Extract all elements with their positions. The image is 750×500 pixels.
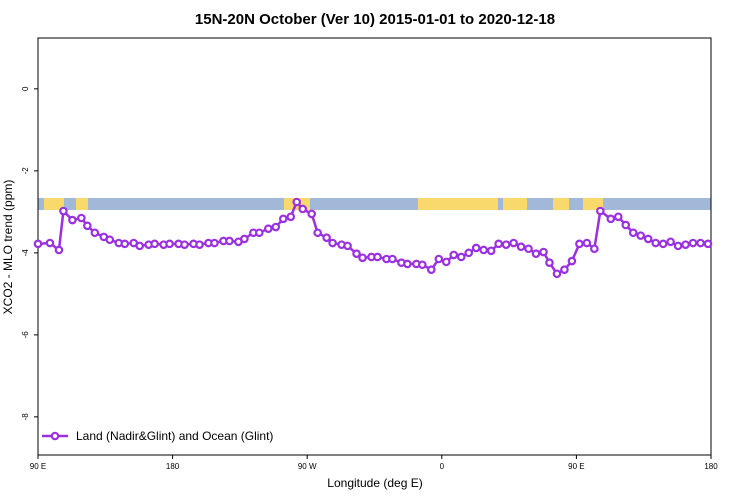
point xyxy=(567,256,577,266)
point xyxy=(434,254,444,264)
x-tick-label: 90 E xyxy=(30,462,46,471)
point xyxy=(636,231,646,240)
point xyxy=(240,234,249,244)
point xyxy=(105,235,115,245)
point xyxy=(531,249,541,258)
series-line xyxy=(37,199,709,276)
x-tick-label: 90 W xyxy=(298,462,317,471)
point xyxy=(552,269,562,279)
point xyxy=(286,212,296,222)
point xyxy=(343,241,352,251)
point xyxy=(271,222,281,232)
point xyxy=(403,259,412,269)
point xyxy=(418,260,427,270)
point xyxy=(264,224,273,233)
legend-marker xyxy=(50,431,60,441)
point xyxy=(358,253,367,263)
point xyxy=(255,228,264,238)
point xyxy=(464,248,474,258)
point xyxy=(666,237,675,247)
point xyxy=(471,243,481,253)
point xyxy=(509,238,518,248)
point xyxy=(696,238,705,248)
point xyxy=(516,242,526,252)
point xyxy=(90,228,100,238)
point xyxy=(373,252,382,262)
point xyxy=(352,249,361,258)
point xyxy=(225,236,234,246)
point xyxy=(195,240,204,249)
point xyxy=(322,233,331,242)
x-tick-label: 180 xyxy=(166,462,180,471)
point xyxy=(427,265,436,274)
point xyxy=(77,213,86,223)
point xyxy=(651,238,660,248)
point xyxy=(449,250,459,260)
point xyxy=(180,240,189,249)
point xyxy=(298,204,308,214)
point xyxy=(628,228,638,238)
point xyxy=(486,246,496,256)
y-tick-label: -6 xyxy=(21,331,30,339)
chart-title: 15N-20N October (Ver 10) 2015-01-01 to 2… xyxy=(195,11,555,28)
point xyxy=(479,245,488,255)
point xyxy=(441,257,451,267)
point xyxy=(328,238,337,248)
point xyxy=(613,212,623,222)
point xyxy=(596,206,605,216)
point xyxy=(59,206,68,216)
point xyxy=(210,238,219,248)
point xyxy=(456,252,466,262)
point xyxy=(135,241,144,251)
point xyxy=(590,244,599,254)
point xyxy=(681,240,690,249)
point xyxy=(501,240,511,249)
x-tick-label: 90 E xyxy=(568,462,584,471)
point xyxy=(621,220,631,230)
y-tick-label: -2 xyxy=(21,167,30,175)
x-tick-label: 180 xyxy=(704,462,718,471)
point xyxy=(673,241,683,251)
y-tick-label: -4 xyxy=(21,249,30,257)
point xyxy=(165,239,174,249)
y-tick-label: 0 xyxy=(21,86,30,91)
point xyxy=(688,238,698,248)
point xyxy=(120,239,130,249)
point xyxy=(606,214,616,224)
point xyxy=(658,239,668,249)
point xyxy=(494,239,503,249)
map-strip xyxy=(38,198,711,210)
point xyxy=(83,221,92,231)
point xyxy=(582,238,592,248)
point xyxy=(150,239,159,249)
point xyxy=(545,258,554,267)
point xyxy=(560,265,569,274)
x-axis-label: Longitude (deg E) xyxy=(327,476,422,490)
legend-label: Land (Nadir&Glint) and Ocean (Glint) xyxy=(76,429,273,443)
point xyxy=(388,254,397,264)
point xyxy=(643,234,653,244)
point xyxy=(575,239,584,249)
point xyxy=(45,238,55,248)
point xyxy=(33,239,43,249)
point xyxy=(278,214,288,224)
point xyxy=(524,244,533,254)
point xyxy=(68,215,77,225)
point xyxy=(313,228,322,238)
x-tick-label: 0 xyxy=(440,462,445,471)
point xyxy=(292,197,302,207)
point xyxy=(703,239,713,249)
y-tick-label: -8 xyxy=(21,413,30,421)
point xyxy=(54,245,64,255)
point xyxy=(307,209,316,219)
y-axis-label: XCO2 - MLO trend (ppm) xyxy=(1,180,15,315)
point xyxy=(539,247,548,257)
